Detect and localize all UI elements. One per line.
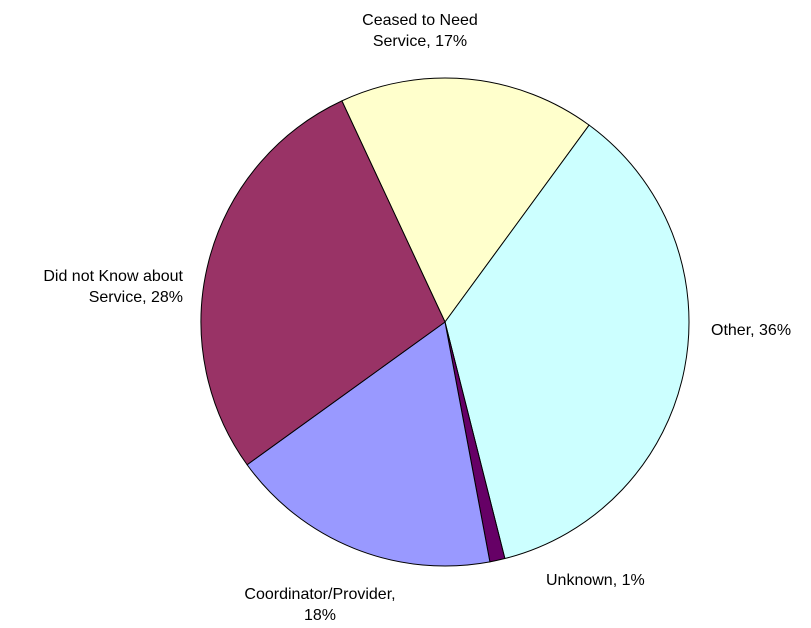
- data-label-unknown: Unknown, 1%: [546, 572, 645, 589]
- pie-slices: [200, 77, 690, 567]
- pie-slice-coordinator-provider: [246, 321, 491, 567]
- data-label-line: Other, 36%: [711, 322, 791, 339]
- data-label-line: Did not Know about: [43, 268, 183, 285]
- data-label-other: Other, 36%: [711, 322, 791, 339]
- data-label-coordinator-provider: Coordinator/Provider, 18%: [244, 586, 395, 624]
- data-label-ceased-to-need-service: Ceased to Need Service, 17%: [362, 12, 478, 50]
- data-label-line: Unknown, 1%: [546, 572, 645, 589]
- pie-slice-did-not-know-about-service: [200, 100, 446, 466]
- data-label-line: Ceased to Need: [362, 12, 478, 29]
- pie-slice-other: [444, 124, 690, 560]
- data-label-did-not-know-about-service: Did not Know about Service, 28%: [43, 268, 183, 306]
- data-label-line: Service, 28%: [89, 289, 183, 306]
- pie-labels: Ceased to Need Service, 17% Other, 36% Unkn…: [43, 12, 791, 624]
- pie-slice-ceased-to-need-service: [341, 77, 590, 323]
- data-label-line: 18%: [304, 607, 336, 624]
- data-label-line: Coordinator/Provider,: [244, 586, 395, 603]
- data-label-line: Service, 17%: [373, 33, 467, 50]
